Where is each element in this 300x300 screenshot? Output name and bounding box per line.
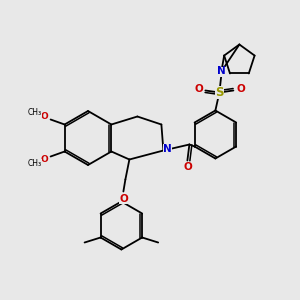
Text: CH₃: CH₃: [28, 108, 42, 117]
Text: S: S: [215, 86, 224, 99]
Text: O: O: [236, 85, 245, 94]
Text: CH₃: CH₃: [28, 159, 42, 168]
Text: O: O: [183, 163, 192, 172]
Text: N: N: [217, 67, 226, 76]
Text: O: O: [41, 155, 49, 164]
Text: N: N: [163, 143, 172, 154]
Text: O: O: [194, 85, 203, 94]
Text: O: O: [41, 112, 49, 121]
Text: O: O: [119, 194, 128, 203]
